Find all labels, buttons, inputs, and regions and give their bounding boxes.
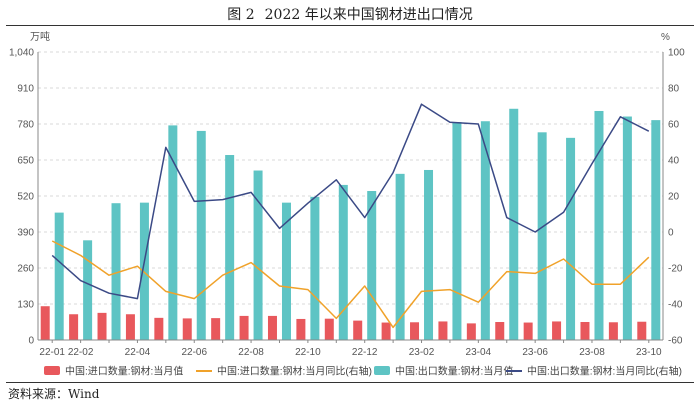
export-volume-bar	[367, 191, 377, 340]
right-tick-label: -20	[668, 264, 683, 275]
export-volume-bar	[281, 202, 291, 340]
left-tick-label: 130	[17, 300, 34, 311]
export-volume-bar	[196, 130, 206, 340]
figure-number: 图 2	[227, 7, 255, 23]
export-volume-bar	[395, 173, 405, 340]
export-volume-bar	[622, 116, 632, 341]
right-tick-label: 20	[668, 192, 680, 203]
right-tick-label: 0	[668, 228, 674, 239]
x-tick-label: 23-08	[579, 347, 605, 358]
export-volume-bar	[452, 122, 462, 340]
import-volume-bar	[211, 318, 221, 340]
legend: 中国:进口数量:钢材:当月值 中国:进口数量:钢材:当月同比(右轴) 中国:出口数量…	[44, 365, 682, 378]
export-volume-bar	[111, 203, 121, 340]
source-note: 资料来源：Wind	[8, 387, 100, 401]
left-tick-label: 0	[28, 336, 34, 347]
export-volume-bar	[54, 212, 64, 340]
import-volume-bar	[466, 323, 476, 340]
left-tick-label: 910	[17, 84, 34, 95]
import-volume-bar	[296, 318, 306, 340]
x-tick-label: 22-10	[295, 347, 321, 358]
x-tick-label: 22-08	[238, 347, 264, 358]
right-tick-label: 60	[668, 120, 680, 131]
export-volume-bar	[139, 202, 149, 340]
import-volume-bar	[125, 314, 135, 340]
export-volume-bar	[566, 137, 576, 340]
left-tick-label: 1,040	[9, 48, 34, 59]
x-tick-label: 22-12	[352, 347, 378, 358]
import-volume-bar	[239, 315, 249, 340]
import-volume-bar	[410, 322, 420, 340]
bottom-rule	[6, 382, 694, 383]
export-volume-bar	[537, 132, 547, 340]
x-tick-label: 22-04	[125, 347, 151, 358]
x-tick-label: 23-06	[522, 347, 548, 358]
export-volume-bar	[651, 120, 661, 340]
legend-swatch	[44, 366, 60, 375]
export-volume-bar	[480, 121, 490, 340]
left-tick-label: 650	[17, 156, 34, 167]
left-tick-label: 260	[17, 264, 34, 275]
right-tick-label: 100	[668, 48, 685, 59]
right-tick-label: -40	[668, 300, 683, 311]
line-series	[51, 103, 650, 329]
left-unit-label: 万吨	[30, 30, 50, 43]
import-volume-bar	[324, 318, 334, 340]
import-volume-bar	[353, 320, 363, 340]
import-volume-bar	[97, 312, 107, 340]
import-volume-bar	[438, 321, 448, 340]
export-volume-bar	[253, 170, 263, 340]
bar-series	[40, 108, 661, 341]
legend-label: 中国:出口数量:钢材:当月同比(右轴)	[527, 365, 682, 378]
top-rule	[6, 25, 694, 26]
import-volume-bar	[69, 314, 79, 340]
x-tick-label: 23-04	[466, 347, 492, 358]
export-volume-bar	[225, 155, 235, 340]
x-tick-label: 22-06	[181, 347, 207, 358]
left-tick-label: 390	[17, 228, 34, 239]
import-volume-bar	[523, 322, 533, 340]
export-volume-bar	[509, 108, 519, 341]
import-volume-bar	[580, 322, 590, 340]
x-tick-label: 22-01	[39, 347, 65, 358]
export-yoy-line	[51, 103, 650, 300]
legend-swatch	[374, 366, 390, 375]
right-tick-label: -60	[668, 336, 683, 347]
x-tick-label: 23-10	[636, 347, 662, 358]
import-volume-bar	[637, 321, 647, 340]
import-volume-bar	[495, 322, 505, 340]
figure-title-text: 2022 年以来中国钢材进出口情况	[264, 7, 473, 23]
export-volume-bar	[594, 110, 604, 340]
import-volume-bar	[154, 317, 164, 340]
right-tick-label: 80	[668, 84, 680, 95]
legend-label: 中国:进口数量:钢材:当月同比(右轴)	[217, 365, 372, 378]
export-volume-bar	[424, 169, 434, 340]
legend-label: 中国:进口数量:钢材:当月值	[65, 365, 183, 378]
export-volume-bar	[83, 240, 93, 340]
figure-title: 图 2 2022 年以来中国钢材进出口情况	[0, 4, 700, 24]
import-yoy-line	[51, 240, 650, 329]
left-tick-label: 520	[17, 192, 34, 203]
x-tick-label: 22-02	[68, 347, 94, 358]
right-unit-label: %	[661, 32, 670, 43]
export-volume-bar	[338, 184, 348, 340]
export-volume-bar	[168, 125, 178, 340]
import-volume-bar	[608, 322, 618, 340]
right-tick-label: 40	[668, 156, 680, 167]
legend-label: 中国:出口数量:钢材:当月值	[395, 365, 513, 378]
import-volume-bar	[552, 321, 562, 340]
axes: 0 130 260 390 520 650 780 910 1,040 -60 -40 -20 0 20 4…	[9, 30, 685, 358]
import-volume-bar	[267, 315, 277, 340]
import-volume-bar	[40, 306, 50, 340]
x-tick-label: 23-02	[409, 347, 435, 358]
left-tick-label: 780	[17, 120, 34, 131]
export-volume-bar	[310, 196, 320, 340]
import-volume-bar	[381, 322, 391, 340]
import-volume-bar	[182, 318, 192, 340]
